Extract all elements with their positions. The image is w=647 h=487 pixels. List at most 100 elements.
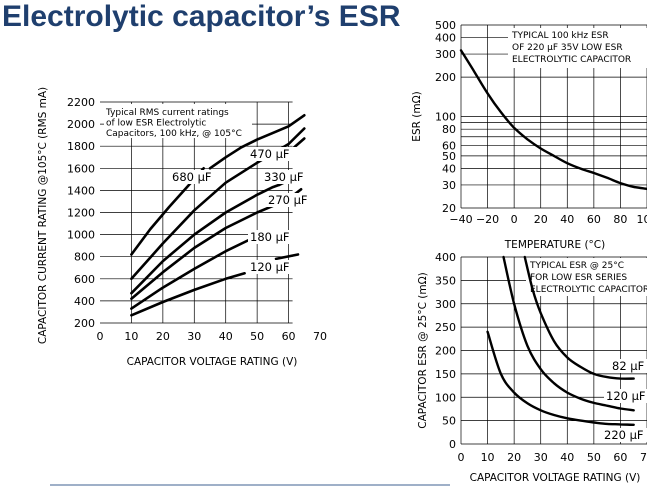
x-tick-label: 0 [458,451,465,464]
y-tick-label: 2200 [67,96,95,109]
x-axis-label: TEMPERATURE (°C) [504,239,605,251]
y-tick-label: 1600 [67,162,95,175]
y-tick-label: 1800 [67,140,95,153]
label-bg [266,193,316,207]
chart-note: ELECTROLYTIC CAPACITORS [530,285,647,295]
y-tick-label: 400 [435,251,456,264]
x-tick-label: 30 [534,451,548,464]
label-bg [248,260,298,274]
x-tick-label: 40 [560,451,574,464]
chart-note: OF 220 µF 35V LOW ESR [512,43,623,53]
x-tick-label: 10 [124,330,138,343]
series-line [502,255,635,412]
slide-title: Electrolytic capacitor’s ESR [2,0,401,33]
y-tick-label: 1000 [67,229,95,242]
chart-note: TYPICAL ESR @ 25°C [529,261,624,271]
y-tick-label: 300 [435,48,456,61]
y-tick-label: 800 [74,251,95,264]
y-axis-label: CAPACITOR CURRENT RATING @105°C (RMS mA) [37,87,49,344]
series-label: 270 µF [268,193,308,207]
series-label: 470 µF [250,147,290,161]
series-line [459,49,647,191]
y-tick-label: 150 [435,368,456,381]
chart-note: FOR LOW ESR SERIES [530,273,627,283]
x-tick-label: −40 [449,213,472,226]
y-tick-label: 60 [442,140,456,153]
series-label: 180 µF [250,230,290,244]
y-tick-label: 80 [442,123,456,136]
label-bg [610,359,647,373]
series-label: 120 µF [606,389,646,403]
y-axis-label: ESR (mΩ) [411,91,423,141]
label-bg [602,428,647,442]
y-tick-label: 200 [435,71,456,84]
series-line [208,114,306,170]
note-box [508,28,647,68]
chart-note: ELECTROLYTIC CAPACITOR [512,55,631,65]
y-tick-label: 350 [435,274,456,287]
x-tick-label: 20 [507,451,521,464]
x-tick-label: 40 [219,330,233,343]
x-tick-label: −20 [476,213,499,226]
y-tick-label: 1400 [67,184,95,197]
x-axis-label: CAPACITOR VOLTAGE RATING (V) [470,472,641,484]
x-tick-label: 0 [97,330,104,343]
x-tick-label: 60 [587,213,601,226]
x-tick-label: 20 [534,213,548,226]
series-label: 680 µF [172,170,212,184]
note-box [104,104,252,138]
y-tick-label: 200 [435,345,456,358]
y-tick-label: 250 [435,321,456,334]
series-line [523,255,635,380]
y-tick-label: 30 [442,179,456,192]
x-tick-label: 60 [613,451,627,464]
y-tick-label: 400 [435,32,456,45]
x-tick-label: 60 [282,330,296,343]
x-tick-label: 20 [156,330,170,343]
y-tick-label: 100 [435,391,456,404]
bottom-rule [50,484,450,486]
x-tick-label: 30 [187,330,201,343]
chart-note: TYPICAL 100 kHz ESR [511,31,609,41]
series-label: 82 µF [612,359,644,373]
x-tick-label: 50 [250,330,264,343]
x-tick-label: 100 [637,213,647,226]
series-line [486,330,635,426]
x-tick-label: 0 [511,213,518,226]
label-bg [170,170,220,184]
note-box [526,258,647,296]
x-axis-label: CAPACITOR VOLTAGE RATING (V) [127,356,298,368]
y-tick-label: 200 [74,317,95,330]
series-line [130,127,306,281]
y-tick-label: 100 [435,111,456,124]
y-tick-label: 50 [442,150,456,163]
series-line [274,253,300,261]
x-tick-label: 80 [613,213,627,226]
y-tick-label: 400 [74,295,95,308]
x-tick-label: 70 [640,451,647,464]
y-tick-label: 50 [442,415,456,428]
y-tick-label: 600 [74,273,95,286]
chart-note: of low ESR Electrolytic [106,119,206,129]
x-tick-label: 40 [560,213,574,226]
x-tick-label: 10 [481,451,495,464]
chart-note: Typical RMS current ratings [105,108,229,118]
series-label: 330 µF [264,170,304,184]
y-axis-label: CAPACITOR ESR @ 25°C (mΩ) [417,272,429,428]
y-tick-label: 0 [449,438,456,451]
x-tick-label: 50 [587,451,601,464]
x-tick-label: 70 [313,330,327,343]
chart-note: Capacitors, 100 kHz, @ 105°C [106,129,242,139]
series-label: 120 µF [250,260,290,274]
label-bg [248,147,298,161]
series-line [130,183,281,295]
y-tick-label: 2000 [67,118,95,131]
y-tick-label: 40 [442,163,456,176]
series-line [130,271,246,317]
y-tick-label: 300 [435,298,456,311]
label-bg [604,389,647,403]
y-tick-label: 500 [435,19,456,32]
